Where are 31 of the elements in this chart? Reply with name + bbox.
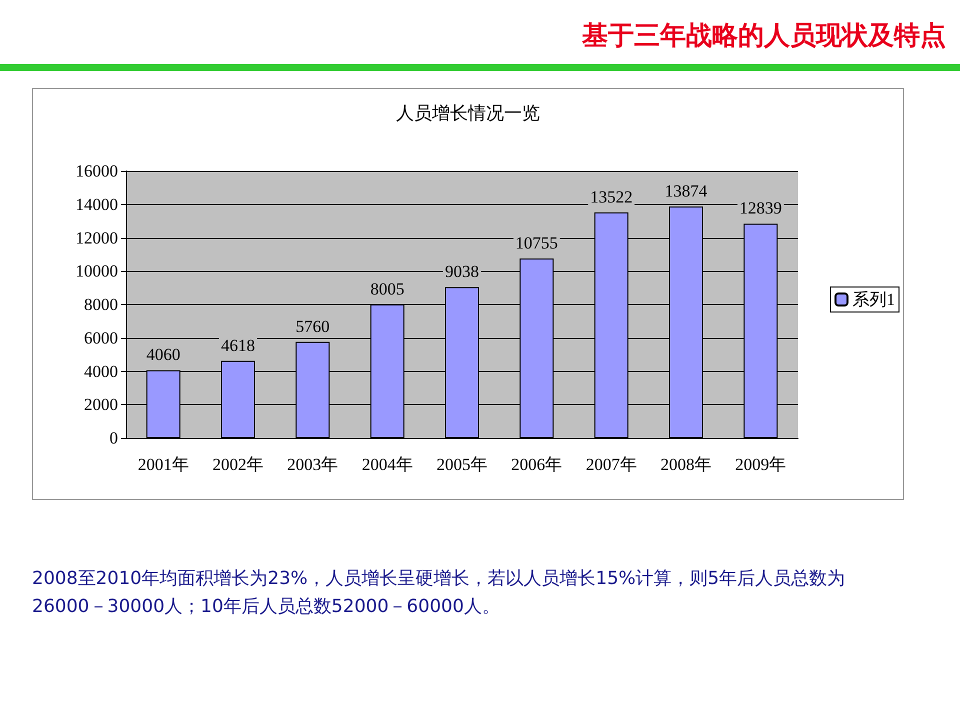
y-tick-label: 0 <box>110 428 118 448</box>
y-tick-label: 12000 <box>76 228 118 248</box>
y-tick-label: 14000 <box>76 194 118 214</box>
text: 基于三年战略的人员现状及特点 <box>582 20 946 53</box>
x-tick-label: 2005年 <box>436 455 488 474</box>
legend-label: 系列1 <box>852 290 895 309</box>
x-tick-label: 2007年 <box>586 455 637 474</box>
y-tick-label: 8000 <box>84 295 118 314</box>
x-tick-label: 2003年 <box>287 455 338 474</box>
x-tick-label: 2004年 <box>362 455 413 474</box>
data-label: 4618 <box>221 336 255 355</box>
x-tick-label: 2006年 <box>511 455 562 474</box>
data-label: 4060 <box>146 345 180 364</box>
y-tick-label: 10000 <box>76 262 118 281</box>
text: 2008至2010年均面积增长为23%，人员增长呈硬增长，若以人员增长15%计算，则5年后人员总数为26000－30000人；10年后人员总数52000－60000人。 <box>32 567 846 619</box>
data-label: 12839 <box>739 198 782 218</box>
data-label: 10755 <box>515 234 558 253</box>
y-tick-label: 16000 <box>76 162 118 180</box>
y-tick-label: 4000 <box>84 362 118 381</box>
y-tick-label: 6000 <box>84 328 118 348</box>
data-label: 13522 <box>590 187 633 206</box>
data-label: 8005 <box>370 279 404 298</box>
x-tick-label: 2008年 <box>660 455 712 474</box>
data-label: 5760 <box>296 316 330 336</box>
y-tick-label: 2000 <box>84 395 118 414</box>
x-tick-label: 2009年 <box>735 455 786 474</box>
x-tick-label: 2001年 <box>138 455 189 474</box>
data-label: 13874 <box>664 181 708 200</box>
chart-title: 人员增长情况一览 <box>396 103 540 123</box>
data-label: 9038 <box>445 262 479 282</box>
x-tick-label: 2002年 <box>212 455 264 474</box>
